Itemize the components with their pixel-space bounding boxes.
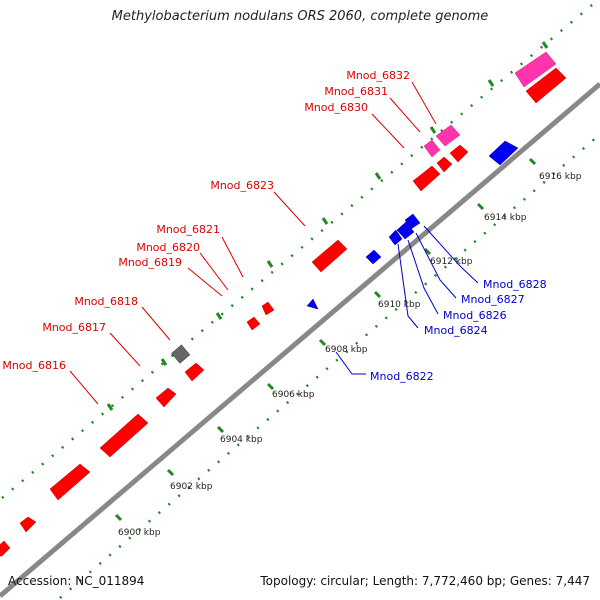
outer-tick [541, 41, 549, 49]
outer-ticks [106, 41, 549, 411]
highlight-genes [423, 51, 557, 158]
leader-line [371, 113, 405, 149]
leader-line [273, 191, 306, 227]
outer-tick [160, 358, 168, 366]
gene-label[interactable]: Mnod_6827 [461, 293, 525, 306]
gene-block[interactable] [99, 413, 149, 458]
leader-line [335, 351, 366, 375]
gene-block[interactable] [155, 387, 177, 408]
gene-label[interactable]: Mnod_6818 [74, 295, 138, 308]
scale-label: 6904 kbp [220, 435, 263, 445]
scale-labels: 6900 kbp 6902 kbp 6904 kbp 6906 kbp 6908… [118, 172, 582, 538]
leader-line [389, 97, 421, 133]
gene-block[interactable] [449, 144, 469, 163]
outer-tick [487, 79, 495, 87]
leader-line [69, 370, 99, 405]
scale-label: 6902 kbp [170, 482, 213, 492]
tick-6906 [266, 382, 275, 391]
tick-6912 [423, 247, 432, 256]
genome-summary-text: Topology: circular; Length: 7,772,460 bp… [260, 574, 590, 588]
gene-block[interactable] [423, 139, 441, 158]
outer-dotted-track [1, 0, 599, 499]
accession-text: Accession: NC_011894 [8, 574, 145, 588]
tick-6916 [528, 157, 537, 166]
inner-dotted-track [59, 135, 599, 599]
tick-6910 [373, 290, 382, 299]
gene-block[interactable] [404, 213, 421, 230]
gene-block[interactable] [396, 221, 415, 240]
tick-6902 [166, 468, 175, 477]
tick-6904 [216, 425, 225, 434]
leader-line [141, 306, 171, 341]
gene-block[interactable] [525, 67, 567, 104]
gene-block[interactable] [19, 516, 37, 533]
gene-block[interactable] [388, 229, 403, 246]
gene-block[interactable] [365, 249, 382, 265]
gene-label[interactable]: Mnod_6831 [324, 85, 388, 98]
outer-tick [321, 217, 329, 225]
tick-6900 [114, 513, 123, 522]
leader-line [397, 243, 419, 329]
gene-label[interactable]: Mnod_6820 [136, 241, 200, 254]
gene-block[interactable] [49, 463, 91, 501]
reverse-genes [306, 140, 519, 310]
gene-block[interactable] [261, 301, 275, 316]
gene-label[interactable]: Mnod_6819 [118, 256, 182, 269]
leader-line [199, 252, 229, 291]
leader-line [187, 267, 223, 297]
gene-block[interactable] [514, 51, 557, 88]
outer-tick [215, 312, 223, 320]
outer-tick [266, 260, 274, 268]
leader-line [221, 236, 244, 278]
gene-block[interactable] [306, 298, 319, 310]
outer-tick [106, 403, 114, 411]
gene-label[interactable]: Mnod_6824 [424, 324, 488, 337]
scale-label: 6908 kbp [325, 345, 368, 355]
leader-line [423, 225, 479, 284]
leader-line [407, 239, 439, 315]
tick-6914 [476, 202, 485, 211]
scale-label: 6912 kbp [430, 257, 473, 267]
gene-label[interactable]: Mnod_6828 [483, 278, 547, 291]
scale-label: 6914 kbp [484, 213, 527, 223]
gene-block[interactable] [436, 156, 453, 173]
genome-title: Methylobacterium nodulans ORS 2060, comp… [111, 9, 489, 24]
forward-genes [0, 67, 567, 557]
scale-ticks [114, 157, 537, 522]
scale-label: 6906 kbp [272, 390, 315, 400]
leader-line [411, 81, 437, 125]
gene-label[interactable]: Mnod_6816 [2, 359, 66, 372]
leader-line [415, 232, 457, 299]
gene-block[interactable] [0, 540, 11, 557]
forward-leaders [69, 81, 437, 405]
gene-block[interactable] [311, 239, 348, 273]
gene-block[interactable] [488, 140, 519, 166]
gene-label[interactable]: Mnod_6822 [370, 370, 434, 383]
outer-tick [429, 126, 437, 134]
gene-block[interactable] [184, 362, 205, 382]
gene-label[interactable]: Mnod_6823 [210, 179, 274, 192]
forward-gene-labels: Mnod_6816 Mnod_6817 Mnod_6818 Mnod_6819 … [2, 69, 410, 372]
leader-line [109, 332, 141, 367]
scale-label: 6900 kbp [118, 528, 161, 538]
gene-label[interactable]: Mnod_6832 [346, 69, 410, 82]
scale-label: 6910 kbp [378, 300, 421, 310]
outer-tick [374, 172, 382, 180]
reverse-gene-labels: Mnod_6822 Mnod_6824 Mnod_6826 Mnod_6827 … [370, 278, 547, 383]
gene-block[interactable] [246, 316, 261, 331]
gene-block-gray[interactable] [171, 344, 191, 364]
scale-label: 6916 kbp [539, 172, 582, 182]
gene-block[interactable] [435, 124, 461, 147]
gene-label[interactable]: Mnod_6817 [42, 321, 106, 334]
gene-label[interactable]: Mnod_6830 [304, 101, 368, 114]
gene-label[interactable]: Mnod_6826 [443, 309, 507, 322]
tick-6908 [318, 338, 327, 347]
gene-label[interactable]: Mnod_6821 [156, 223, 220, 236]
gene-block[interactable] [412, 165, 441, 192]
reverse-leaders [335, 225, 479, 375]
genome-backbone [0, 82, 600, 598]
